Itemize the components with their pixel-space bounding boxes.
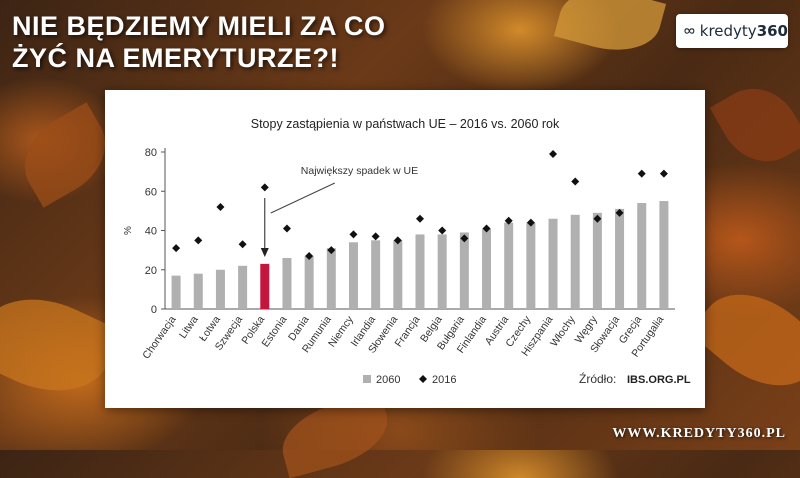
chart-panel: Stopy zastąpienia w państwach UE – 2016 … <box>105 90 705 408</box>
y-tick-label: 80 <box>145 147 157 159</box>
legend-swatch-2016 <box>419 375 427 383</box>
bar-2060-7 <box>326 248 336 309</box>
marker-2016-0 <box>172 244 181 253</box>
bar-2060-12 <box>437 234 447 309</box>
bar-2060-6 <box>304 256 314 309</box>
website-url[interactable]: WWW.KREDYTY360.PL <box>612 426 786 441</box>
bar-2060-17 <box>548 218 558 309</box>
bar-2060-8 <box>348 242 358 309</box>
y-tick-label: 60 <box>145 186 157 198</box>
bar-2060-20 <box>615 208 625 309</box>
annotation-text: Największy spadek w UE <box>301 165 418 177</box>
marker-2016-16 <box>526 218 535 227</box>
marker-2016-6 <box>305 252 314 261</box>
bar-2060-5 <box>282 257 292 309</box>
marker-2016-20 <box>615 208 624 217</box>
marker-2016-14 <box>482 224 491 233</box>
marker-2016-17 <box>549 149 558 158</box>
autumn-leaf-decoration <box>709 72 800 178</box>
y-tick-label: 20 <box>145 265 157 277</box>
marker-2016-3 <box>238 240 247 249</box>
bar-2060-19 <box>592 212 602 309</box>
x-tick-label: Chorwacja <box>140 314 178 362</box>
marker-2016-15 <box>504 216 513 225</box>
bar-2060-14 <box>482 228 492 309</box>
bar-2060-2 <box>215 269 225 309</box>
y-tick-label: 0 <box>151 304 157 316</box>
y-tick-label: 40 <box>145 226 157 238</box>
annotation-arrowhead <box>260 248 269 257</box>
marker-2016-19 <box>593 214 602 223</box>
x-tick-label: Włochy <box>548 313 578 349</box>
legend-label-2016: 2016 <box>432 374 456 386</box>
marker-2016-13 <box>460 234 469 243</box>
marker-2016-9 <box>371 232 380 241</box>
source-label: Źródło: <box>579 371 616 386</box>
bar-2060-13 <box>459 232 469 309</box>
bar-2060-11 <box>415 234 425 309</box>
headline: NIE BĘDZIEMY MIELI ZA CO ŻYĆ NA EMERYTUR… <box>12 10 452 74</box>
marker-2016-4 <box>260 183 269 192</box>
bar-2060-22 <box>659 201 669 309</box>
bar-2060-0 <box>171 275 181 309</box>
kredyty360-logo[interactable]: kredyty360 <box>676 14 788 48</box>
bar-2060-16 <box>526 222 536 309</box>
bar-2060-15 <box>504 222 514 309</box>
marker-2016-1 <box>194 236 203 245</box>
legend-swatch-2060 <box>363 375 371 383</box>
marker-2016-2 <box>216 202 225 211</box>
headline-line-1: NIE BĘDZIEMY MIELI ZA CO <box>12 11 386 41</box>
annotation-leader-line <box>270 182 335 214</box>
bar-2060-9 <box>371 240 381 309</box>
chart-title: Stopy zastąpienia w państwach UE – 2016 … <box>251 117 560 131</box>
loop-logo-icon <box>684 28 695 34</box>
marker-2016-8 <box>349 230 358 239</box>
y-axis-label: % <box>123 226 134 235</box>
autumn-leaf-decoration <box>553 0 667 62</box>
marker-2016-10 <box>393 236 402 245</box>
bar-2060-1 <box>193 273 203 309</box>
autumn-leaf-decoration <box>688 270 800 410</box>
legend-label-2060: 2060 <box>376 374 400 386</box>
replacement-rate-chart: Stopy zastąpienia w państwach UE – 2016 … <box>123 117 691 386</box>
marker-2016-12 <box>438 226 447 235</box>
bar-2060-10 <box>393 240 403 309</box>
bar-2060-4 <box>260 263 270 309</box>
marker-2016-5 <box>282 224 291 233</box>
logo-text: kredyty360 <box>699 22 788 40</box>
marker-2016-22 <box>659 169 668 178</box>
marker-2016-7 <box>327 246 336 255</box>
bar-2060-18 <box>570 214 580 309</box>
bar-2060-21 <box>637 203 647 309</box>
headline-line-2: ŻYĆ NA EMERYTURZE?! <box>12 43 339 73</box>
source-value: IBS.ORG.PL <box>627 374 691 386</box>
bar-2060-3 <box>238 265 248 309</box>
marker-2016-11 <box>416 214 424 223</box>
marker-2016-18 <box>571 177 580 186</box>
marker-2016-21 <box>637 169 646 178</box>
